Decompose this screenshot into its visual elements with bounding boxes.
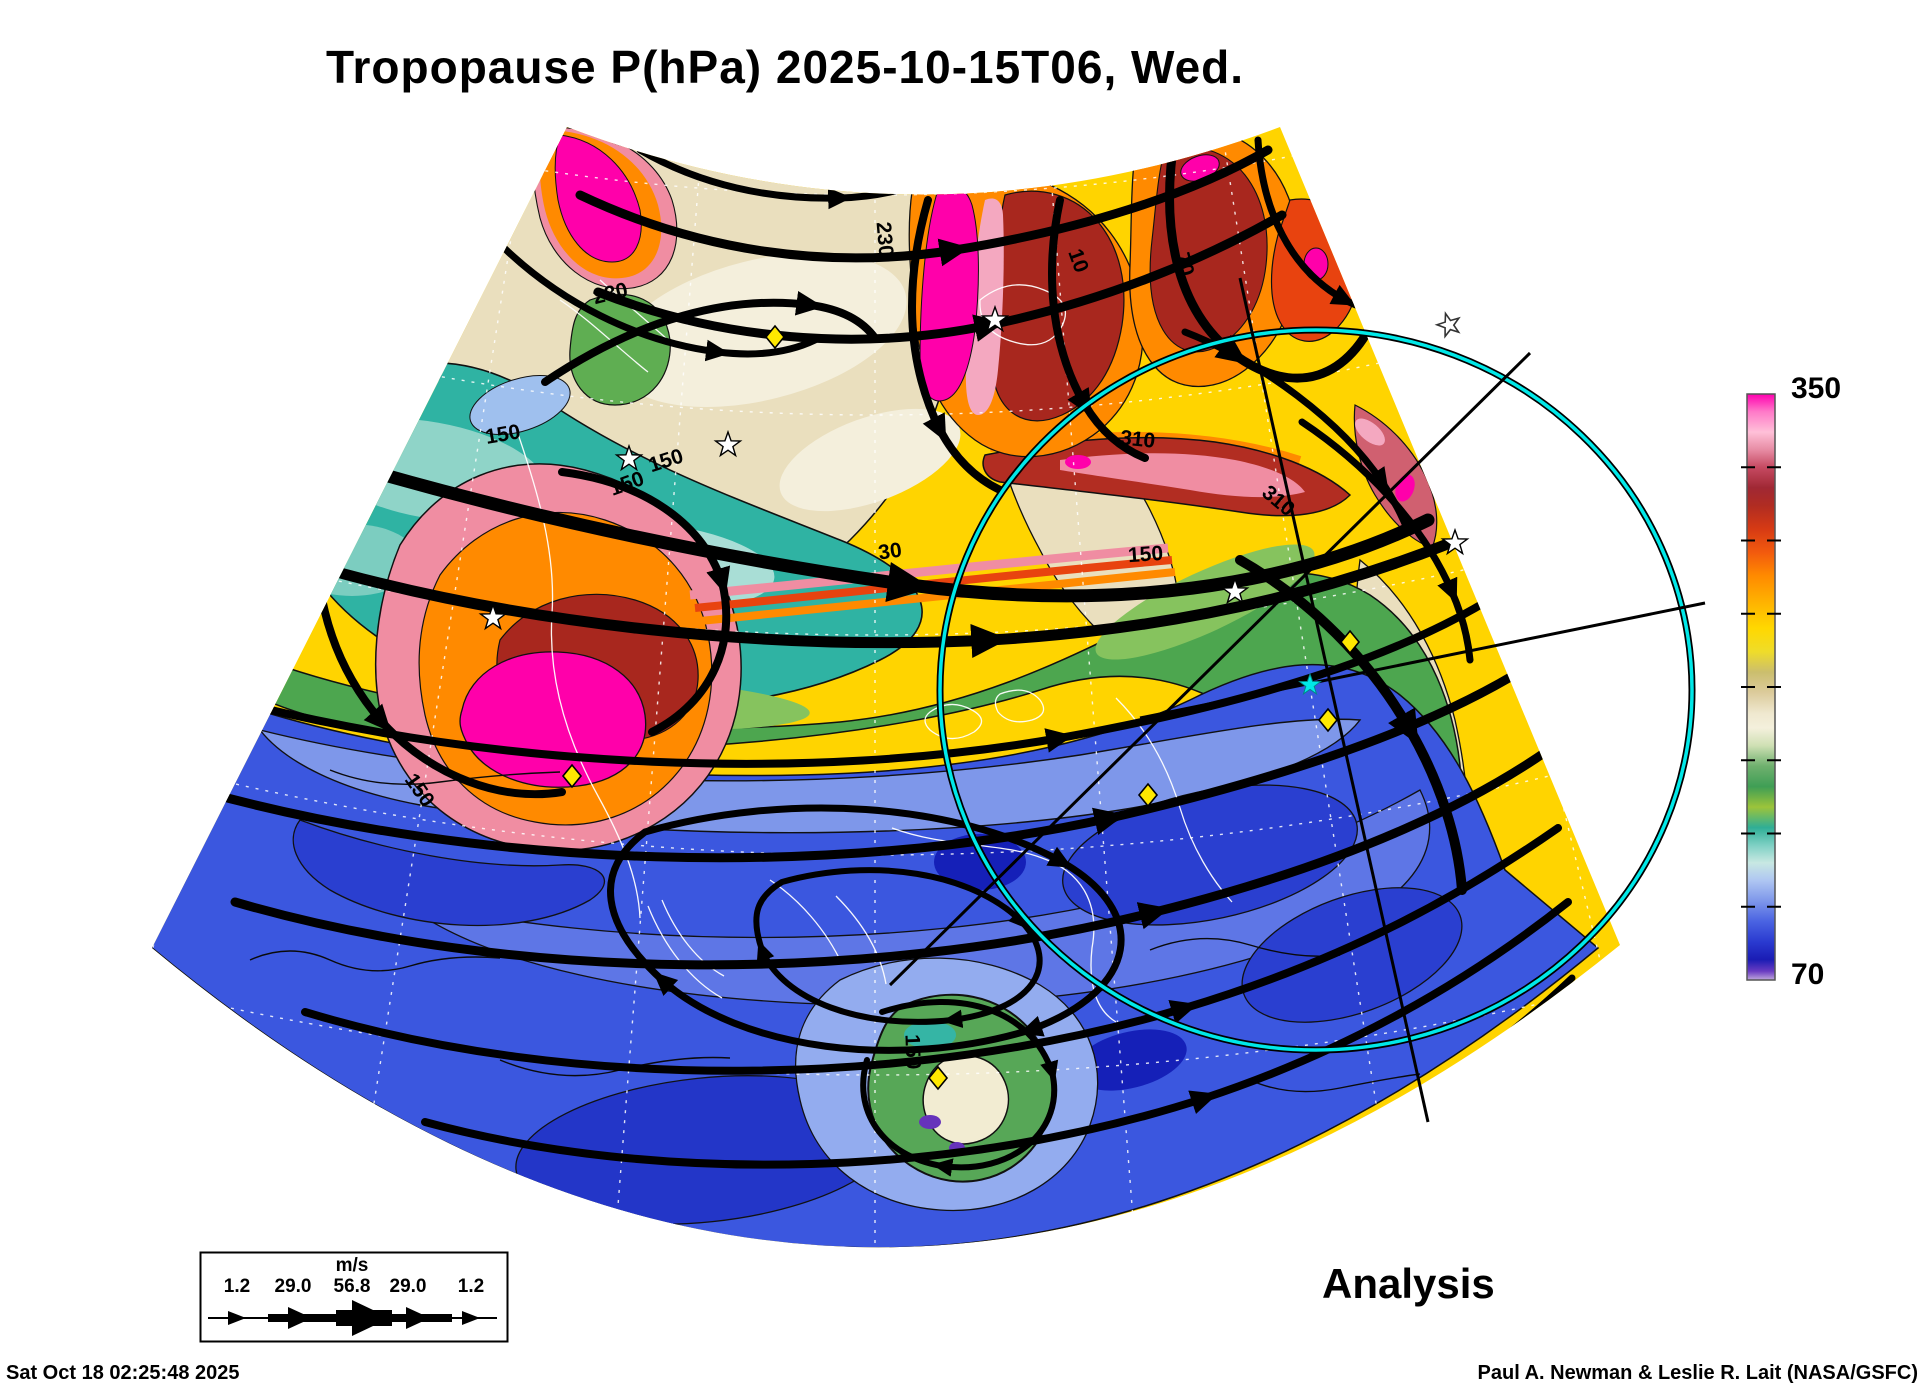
analysis-label: Analysis [1322, 1260, 1495, 1307]
contour-label: 310 [1119, 426, 1156, 453]
diamond-marker [1317, 707, 1339, 733]
white-star-marker [713, 429, 743, 458]
colorbar-ticks [1741, 466, 1781, 908]
colorbar [1741, 393, 1781, 981]
contour-label: 30 [877, 539, 903, 565]
white-star-marker [614, 443, 644, 472]
diamond-marker [1137, 782, 1159, 808]
contour-label: 230 [871, 221, 897, 258]
page-title: Tropopause P(hPa) 2025-10-15T06, Wed. [325, 41, 1245, 93]
colorbar-min-label: 70 [1791, 958, 1825, 991]
map-markers [478, 304, 1470, 1091]
timestamp: Sat Oct 18 02:25:48 2025 [6, 1362, 240, 1384]
cyan-star-marker [1298, 672, 1322, 696]
white-star-marker [1440, 527, 1470, 556]
white-star-marker [980, 304, 1010, 333]
diamond-marker [764, 324, 786, 350]
diamond-marker [1339, 629, 1361, 655]
diamond-marker [561, 763, 583, 789]
contour-label: 150 [900, 1034, 924, 1070]
wind-value-2: 56.8 [333, 1276, 371, 1297]
white-star-marker [478, 602, 508, 631]
credit: Paul A. Newman & Leslie R. Lait (NASA/GS… [1477, 1362, 1918, 1384]
contour-label: 150 [1127, 542, 1164, 567]
wind-value-4: 1.2 [457, 1276, 485, 1297]
transect-lines [888, 277, 1706, 1123]
wind-value-1: 29.0 [274, 1276, 312, 1297]
diamond-marker [927, 1065, 949, 1091]
wind-value-3: 29.0 [389, 1276, 427, 1297]
wind-value-0: 1.2 [223, 1276, 251, 1297]
range-circle [936, 326, 1696, 1054]
white-star-marker [1220, 576, 1250, 605]
colorbar-max-label: 350 [1791, 372, 1842, 405]
wind-legend-graphic [199, 1251, 509, 1343]
outline-star-marker [1434, 311, 1461, 339]
wind-units-label: m/s [335, 1255, 369, 1276]
